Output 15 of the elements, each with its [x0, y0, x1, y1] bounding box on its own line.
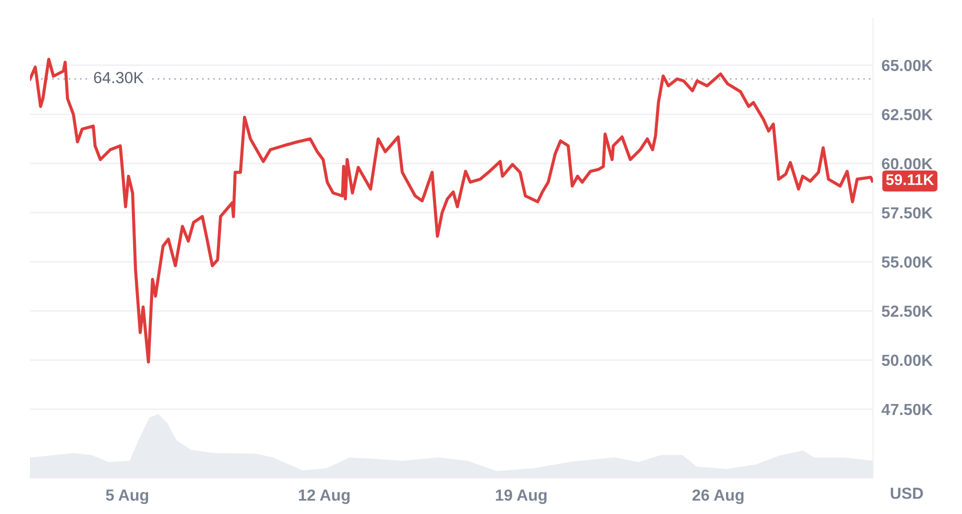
annotation: 59.11K [886, 174, 934, 186]
y-tick-label: 60.00K [882, 158, 933, 170]
x-tick-label: 26 Aug [692, 489, 744, 504]
y-tick-label: 50.00K [882, 354, 933, 366]
y-tick-label: 62.50K [882, 108, 933, 120]
x-tick-label: 12 Aug [298, 489, 350, 504]
y-tick-label: 47.50K [882, 404, 933, 416]
y-tick-label: 55.00K [882, 256, 933, 268]
y-axis-title: USD [890, 488, 923, 499]
y-tick-label: 65.00K [882, 60, 933, 72]
x-tick-label: 19 Aug [496, 489, 547, 504]
y-tick-label: 57.50K [882, 207, 933, 219]
ref-line-label: 64.30K [94, 72, 144, 84]
y-tick-label: 52.50K [882, 306, 933, 317]
x-tick-label: 5 Aug [106, 490, 148, 504]
